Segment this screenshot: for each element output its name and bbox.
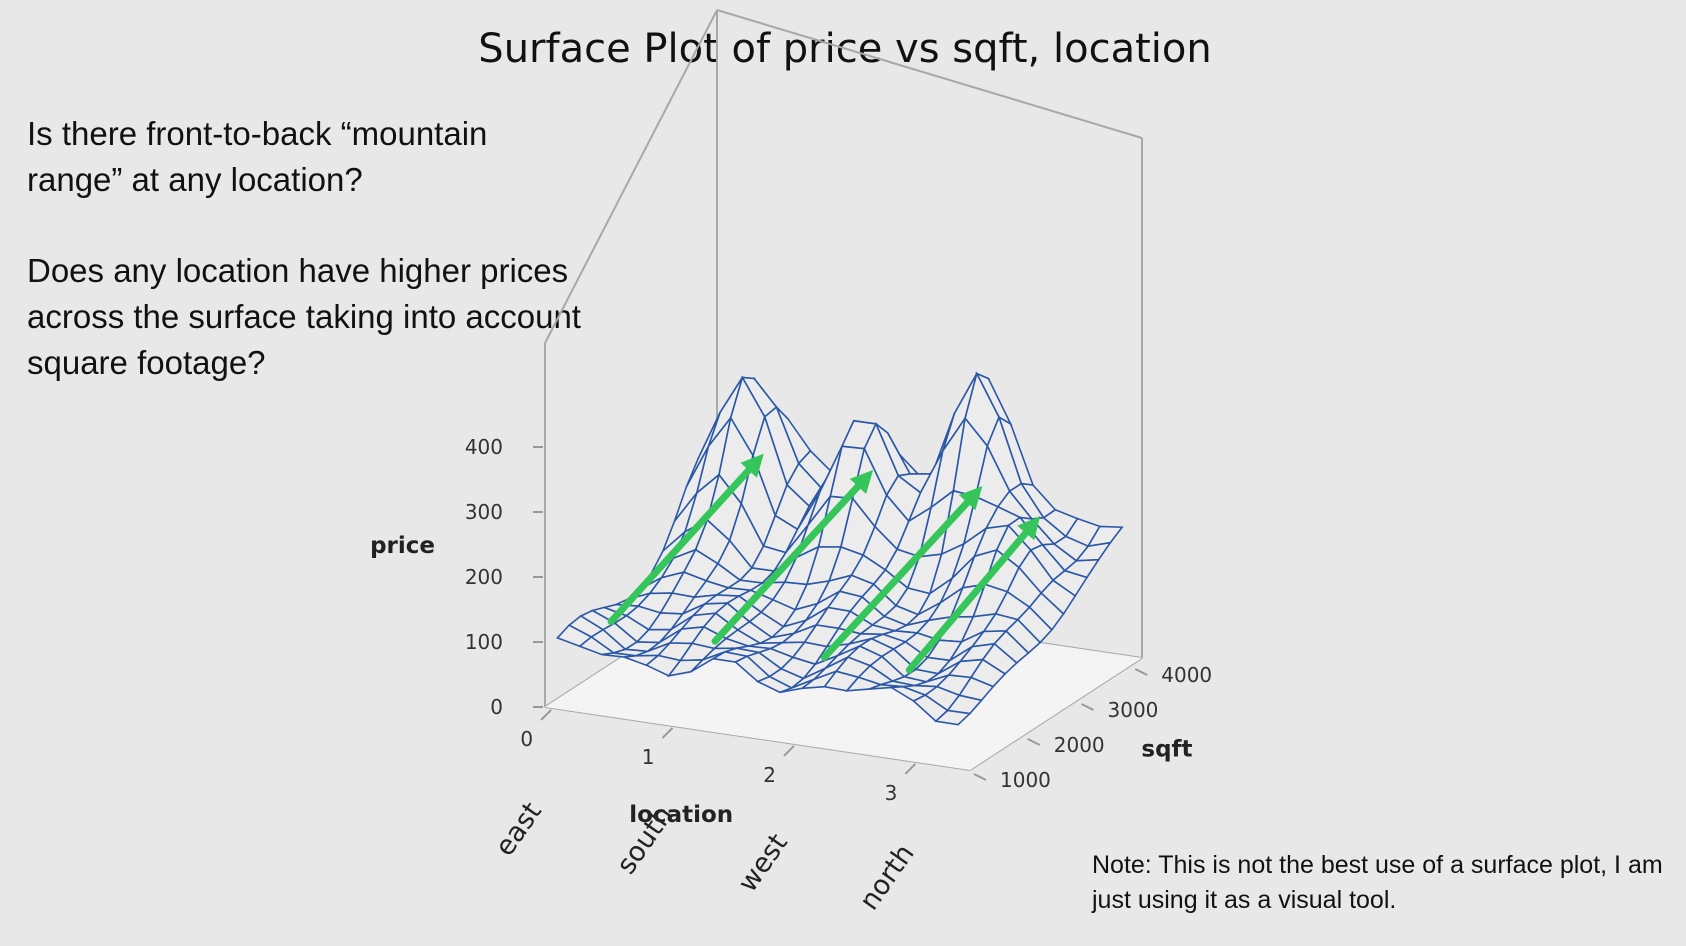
category-label-west: west (732, 828, 794, 898)
sqft-tick-mark (1134, 668, 1148, 676)
location-tick-label: 0 (520, 727, 533, 751)
location-tick-mark (904, 763, 917, 775)
location-tick-mark (661, 727, 674, 739)
surface-cell (934, 709, 972, 726)
price-tick-label: 100 (465, 630, 503, 654)
sqft-axis-label: sqft (1141, 737, 1192, 763)
arrow-overlay (607, 453, 1041, 674)
sqft-tick-label: 4000 (1161, 663, 1212, 687)
trend-arrow-0 (607, 453, 764, 625)
location-tick-mark (540, 709, 552, 721)
category-label-east: east (489, 797, 548, 862)
location-tick-mark (783, 745, 795, 757)
trend-arrow-2 (820, 486, 983, 661)
surface-mesh (556, 371, 1124, 726)
location-tick-label: 3 (885, 781, 898, 805)
sqft-tick-label: 3000 (1108, 698, 1159, 722)
sqft-tick-mark (973, 773, 987, 781)
sqft-tick-label: 1000 (1000, 768, 1051, 792)
sqft-tick-mark (1027, 738, 1041, 746)
box-edge-top-left (544, 9, 718, 344)
price-tick-label: 200 (465, 565, 503, 589)
location-tick-label: 2 (763, 763, 776, 787)
question-higher-prices: Does any location have higher prices acr… (27, 252, 581, 381)
note-text: Note: This is not the best use of a surf… (1092, 851, 1663, 914)
price-tick-label: 300 (465, 500, 503, 524)
price-axis-label: price (370, 533, 435, 559)
price-tick-label: 400 (465, 435, 503, 459)
question-mountain-range: Is there front-to-back “mountain range” … (27, 115, 488, 198)
location-tick-label: 1 (642, 745, 655, 769)
sqft-tick-mark (1081, 703, 1094, 711)
category-label-south: south (611, 800, 680, 880)
sqft-tick-label: 2000 (1054, 733, 1105, 757)
trend-arrow-1 (711, 469, 874, 645)
box-edge-top-back (716, 9, 1143, 139)
location-axis-label: location (629, 802, 733, 828)
price-tick-label: 0 (490, 695, 503, 719)
category-label-north: north (854, 839, 921, 916)
trend-arrow-3 (905, 515, 1041, 674)
